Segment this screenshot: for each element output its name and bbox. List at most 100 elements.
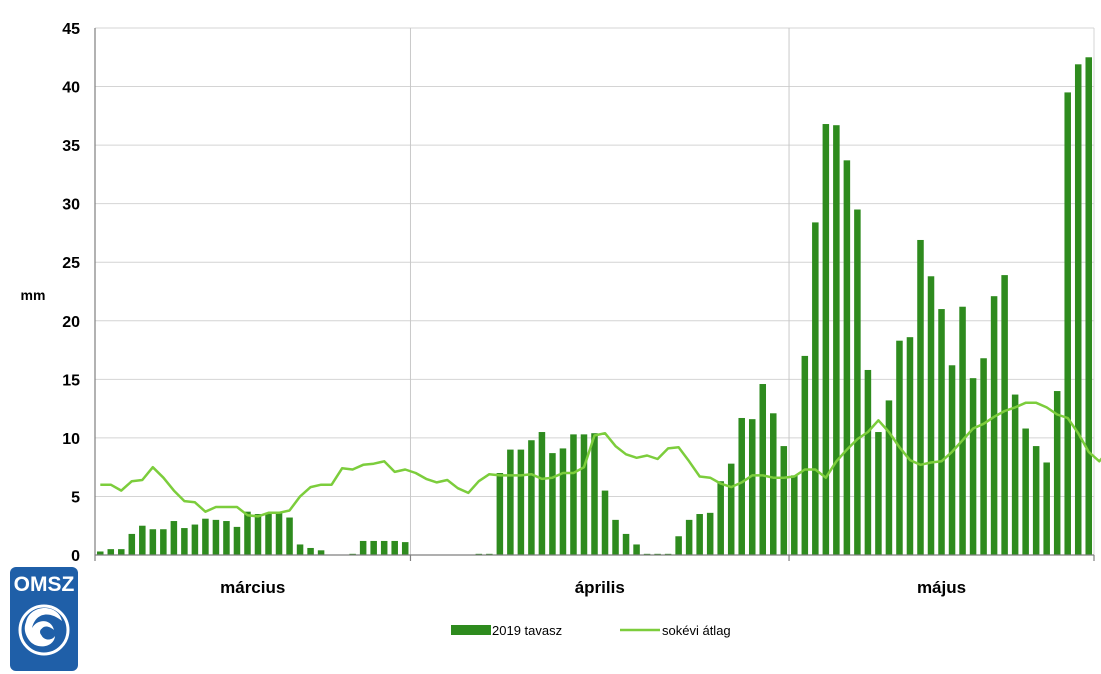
bar	[801, 355, 809, 555]
bar	[160, 529, 167, 555]
bar	[380, 540, 388, 555]
bar	[1032, 446, 1040, 555]
line-series	[100, 401, 1101, 518]
bar	[286, 517, 293, 555]
bar	[948, 365, 956, 555]
bar	[770, 413, 777, 555]
bar	[181, 528, 188, 555]
y-tick-label: 5	[71, 489, 80, 506]
bar	[696, 514, 703, 555]
bar	[812, 222, 819, 555]
bar	[685, 519, 693, 555]
bar	[759, 384, 767, 555]
bar	[938, 309, 945, 555]
bar	[675, 536, 682, 555]
bar	[591, 433, 598, 555]
bar	[517, 449, 525, 555]
bar	[1022, 428, 1029, 555]
y-tick-label: 30	[62, 197, 80, 214]
grid-lines	[95, 27, 1095, 555]
bar	[391, 540, 398, 555]
bar	[528, 440, 535, 555]
bar	[959, 306, 966, 555]
bar	[717, 481, 724, 555]
bar	[170, 521, 178, 555]
bar	[791, 475, 798, 555]
bar	[601, 490, 609, 555]
bar	[990, 296, 998, 555]
bar	[917, 239, 924, 555]
month-label: április	[575, 578, 625, 597]
bar	[1011, 394, 1019, 555]
average-line	[100, 401, 1101, 518]
y-tick-label: 45	[62, 21, 80, 38]
bar	[96, 551, 104, 555]
bar	[748, 419, 756, 555]
bar	[107, 549, 115, 555]
bar	[223, 521, 230, 555]
bar	[233, 526, 241, 555]
bar	[980, 358, 987, 555]
y-tick-label: 0	[71, 548, 80, 565]
bar	[275, 511, 283, 555]
y-tick-label: 35	[62, 138, 80, 155]
bar	[570, 434, 577, 555]
y-tick-label: 10	[62, 431, 80, 448]
bar	[1001, 275, 1008, 555]
omsz-logo: OMSZ	[10, 567, 78, 671]
bar	[854, 209, 861, 555]
bar	[244, 511, 251, 555]
bar	[549, 453, 556, 555]
logo-text: OMSZ	[14, 573, 75, 596]
bar	[1043, 462, 1050, 555]
cyclone-icon	[18, 604, 70, 656]
month-label: március	[220, 578, 285, 597]
legend-label-bars: 2019 tavasz	[492, 623, 562, 638]
bar	[1053, 391, 1061, 555]
bar	[149, 529, 157, 555]
bar	[191, 524, 199, 555]
bar	[559, 448, 567, 555]
month-labels: március április május	[220, 578, 966, 597]
y-tick-label: 15	[62, 372, 80, 389]
y-axis-label: mm	[21, 287, 46, 303]
bar	[401, 542, 409, 555]
bar	[1074, 64, 1082, 555]
bar	[1085, 57, 1093, 556]
bar	[212, 519, 220, 555]
bar	[738, 417, 745, 555]
bar	[265, 512, 272, 555]
bar	[580, 434, 588, 555]
bar	[969, 378, 977, 555]
bar	[906, 337, 914, 555]
legend-swatch-bars	[451, 625, 491, 635]
month-label: május	[917, 578, 966, 597]
y-tick-label: 20	[62, 314, 80, 331]
bar	[822, 124, 830, 555]
y-tick-label: 40	[62, 80, 80, 97]
bar	[296, 544, 304, 555]
bar	[633, 544, 640, 555]
bar	[128, 533, 136, 555]
bar	[496, 473, 504, 555]
y-axis-ticks: 0 5 10 15 20 25 30 35 40 45	[62, 21, 80, 565]
axes	[94, 28, 1095, 561]
bar	[507, 449, 514, 555]
bar	[370, 540, 377, 555]
bar	[875, 432, 882, 555]
bar	[538, 432, 546, 555]
bar	[307, 547, 314, 555]
bar	[780, 446, 788, 555]
bar	[843, 160, 851, 555]
bar	[118, 549, 125, 555]
legend-label-line: sokévi átlag	[662, 623, 731, 638]
bar	[885, 400, 893, 555]
bar	[317, 550, 325, 555]
bar	[927, 276, 935, 555]
bar	[864, 369, 872, 555]
legend: 2019 tavasz sokévi átlag	[451, 623, 731, 638]
y-tick-label: 25	[62, 255, 80, 272]
bar	[622, 533, 630, 555]
bar	[359, 540, 367, 555]
